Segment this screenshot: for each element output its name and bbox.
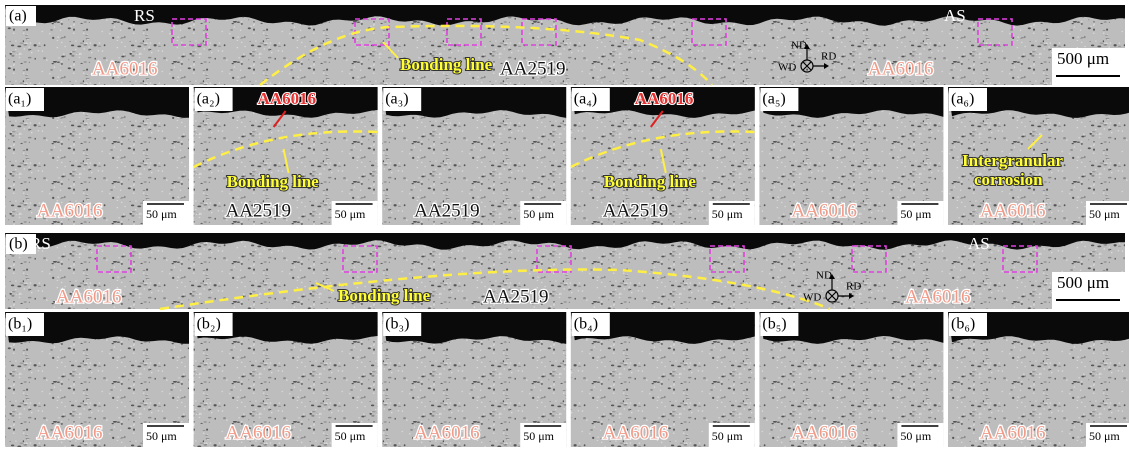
figure: (a) RS AS AA6016 AA2519 AA6016 Bonding line ND R…: [0, 0, 1129, 450]
material-label: AA6016: [92, 58, 157, 79]
sub-panel: (a₁) AA6016 50 μm: [5, 87, 189, 225]
scale-label: 50 μm: [1089, 207, 1120, 221]
panel-label: (b₅): [762, 316, 786, 333]
panel-label: (a₄): [574, 91, 597, 108]
sub-panel: (a₄) AA2519 50 μm AA6016 Bonding line: [571, 87, 755, 225]
material-label: AA6016: [37, 200, 102, 221]
sub-panel: (b₅) AA6016 50 μm: [759, 312, 943, 447]
side-label: AS: [968, 234, 990, 253]
scale-label: 50 μm: [523, 207, 554, 221]
scale-label: 50 μm: [712, 207, 743, 221]
panel-label: (a): [9, 8, 27, 25]
sub-panel: (a₃) AA2519 50 μm: [382, 87, 566, 225]
overview-panel: (b)RS AS AA6016 AA2519 AA6016 Bonding line ND R…: [5, 233, 1125, 309]
panel-label: (b₂): [197, 316, 221, 333]
scale-label: 50 μm: [146, 429, 177, 443]
axis-label: ND: [816, 270, 832, 282]
panel-label: (a₆): [951, 91, 974, 108]
annotation: AA6016: [635, 89, 694, 108]
side-label: RS: [30, 234, 51, 253]
axis-label: WD: [778, 62, 796, 74]
scale-label: 500 μm: [1057, 49, 1109, 68]
sub-panel: (a₂) AA2519 50 μm AA6016 Bonding line: [194, 87, 378, 225]
scale-label: 500 μm: [1057, 273, 1109, 292]
material-label: AA2519: [414, 200, 479, 221]
material-label: AA6016: [980, 422, 1045, 443]
panel-label: (a₃): [385, 91, 408, 108]
panel-label: (b₁): [8, 316, 32, 333]
panel-label: (b): [9, 236, 28, 253]
overview-panel: (a) RS AS AA6016 AA2519 AA6016 Bonding line ND R…: [5, 5, 1125, 85]
sub-panel: (b₂) AA6016 50 μm: [194, 312, 378, 447]
material-label: AA6016: [56, 286, 121, 307]
sub-panel: (b₃) AA6016 50 μm: [382, 312, 566, 447]
material-label: AA2519: [226, 200, 291, 221]
scale-label: 50 μm: [900, 429, 931, 443]
axis-label: WD: [803, 292, 821, 304]
panel-label: (a₁): [8, 91, 31, 108]
material-label: AA2519: [500, 58, 565, 79]
material-label: AA6016: [226, 422, 291, 443]
material-label: AA6016: [603, 422, 668, 443]
material-label: AA6016: [414, 422, 479, 443]
scale-label: 50 μm: [900, 207, 931, 221]
sub-panel: (b₄) AA6016 50 μm: [571, 312, 755, 447]
material-label: AA6016: [791, 422, 856, 443]
scale-label: 50 μm: [1089, 429, 1120, 443]
panel-label: (b₄): [574, 316, 598, 333]
side-label: RS: [134, 6, 155, 25]
scale-label: 50 μm: [335, 429, 366, 443]
annotation-note: corrosion: [974, 170, 1043, 189]
material-label: AA6016: [905, 286, 970, 307]
panel-label: (b₆): [951, 316, 975, 333]
axis-label: ND: [791, 40, 807, 52]
bonding-label: Bonding line: [227, 172, 320, 191]
bonding-label: Bonding line: [604, 172, 697, 191]
scale-label: 50 μm: [712, 429, 743, 443]
axis-label: RD: [821, 51, 836, 63]
bonding-label: Bonding line: [338, 286, 431, 305]
panel-label: (a₅): [762, 91, 785, 108]
material-label: AA6016: [37, 422, 102, 443]
axis-label: RD: [846, 281, 861, 293]
material-label: AA6016: [791, 200, 856, 221]
annotation: AA6016: [258, 89, 317, 108]
sub-panel: (b₁) AA6016 50 μm: [5, 312, 189, 447]
bonding-label: Bonding line: [400, 55, 493, 74]
panel-label: (b₃): [385, 316, 409, 333]
sub-panel: (a₅) AA6016 50 μm: [759, 87, 943, 225]
material-label: AA6016: [980, 200, 1045, 221]
material-label: AA2519: [603, 200, 668, 221]
scale-label: 50 μm: [335, 207, 366, 221]
material-label: AA6016: [868, 58, 933, 79]
side-label: AS: [944, 6, 966, 25]
scale-label: 50 μm: [146, 207, 177, 221]
panel-label: (a₂): [197, 91, 220, 108]
material-label: AA2519: [483, 286, 548, 307]
sub-panel: (b₆) AA6016 50 μm: [948, 312, 1129, 447]
scale-label: 50 μm: [523, 429, 554, 443]
annotation-note: Intergranular: [962, 151, 1064, 170]
